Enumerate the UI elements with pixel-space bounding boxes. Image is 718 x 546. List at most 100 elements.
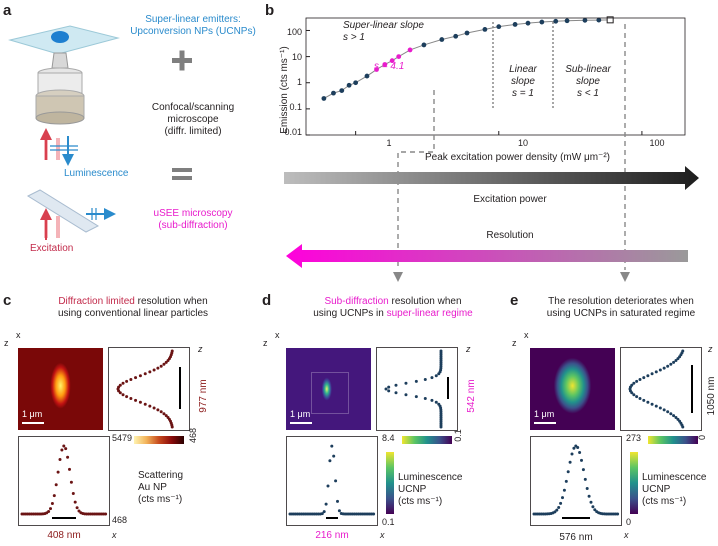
profile-point: [64, 447, 68, 451]
xtick-1: 1: [386, 138, 392, 148]
saturation-marker: [606, 16, 614, 24]
profile-point: [654, 370, 658, 374]
profile-point: [564, 479, 568, 483]
panel-c-legend-line2: Au NP: [138, 482, 167, 493]
panel-c-title: Diffraction limited resolution when usin…: [18, 296, 248, 320]
panel-e-axis-x: x: [524, 330, 529, 340]
profile-point: [580, 458, 583, 462]
profile-point: [148, 404, 152, 408]
ytick-0.01: 0.01: [284, 127, 302, 137]
data-point: [346, 82, 352, 88]
profile-point: [646, 400, 650, 404]
data-point: [439, 37, 445, 42]
profile-point: [117, 389, 121, 393]
panel-c-axis-x: x: [16, 330, 21, 340]
panel-d-axis-x: x: [275, 330, 280, 340]
profile-point: [66, 455, 70, 459]
data-point: [539, 19, 545, 25]
panel-d-x-width: 216 nm: [315, 530, 349, 541]
chart-ylabel-wrap: Emission (cts ms⁻¹): [270, 46, 290, 138]
profile-point: [669, 362, 673, 366]
panel-c-colorbar: [134, 436, 184, 444]
profile-point: [638, 397, 642, 400]
profile-point: [125, 379, 129, 383]
data-point: [353, 80, 359, 86]
profile-point: [414, 379, 418, 383]
panel-d-profile-z: z: [466, 344, 471, 354]
profile-point: [50, 502, 54, 506]
profile-point: [121, 393, 125, 397]
microscope-line1: Confocal/scanning: [151, 102, 235, 113]
profile-point: [650, 402, 654, 406]
panel-c-x-profile: [18, 436, 110, 526]
emission-chart: [284, 16, 699, 282]
panel-c-scalebar: [22, 422, 44, 424]
panel-d-cb-max: 8.4: [382, 433, 395, 443]
panel-e-scale-label: 1 μm: [534, 409, 555, 419]
panel-c-legend: Scattering Au NP (cts ms⁻¹): [138, 470, 183, 506]
profile-point: [156, 408, 160, 412]
panel-c-title-rest: resolution when: [134, 296, 208, 307]
data-point: [464, 30, 470, 36]
panel-c-legend-line1: Scattering: [138, 470, 184, 481]
panel-e-x-width: 576 nm: [559, 532, 593, 543]
profile-point: [650, 372, 654, 376]
profile-point: [430, 376, 434, 380]
profile-point: [585, 486, 589, 490]
data-point: [331, 90, 336, 96]
panel-e-z-width: 1050 nm: [706, 376, 717, 416]
profile-point: [384, 387, 388, 391]
profile-point: [387, 389, 391, 393]
data-point: [374, 67, 379, 72]
panel-d-cb-rot: 0.1: [452, 429, 463, 442]
profile-point: [630, 391, 634, 395]
panel-e-cb-max: 273: [626, 433, 642, 443]
superlinear-line1: Super-linear slope: [343, 20, 424, 31]
excitation-power-label: Excitation power: [473, 194, 547, 205]
profile-point: [404, 381, 408, 385]
objective-lens-icon: [35, 52, 85, 125]
sublinear-label: Sub-linear slope s < 1: [558, 64, 618, 100]
resolution-label: Resolution: [486, 230, 534, 241]
profile-point: [570, 452, 574, 456]
nanoparticle-icon: [51, 31, 69, 43]
profile-point: [58, 458, 62, 462]
panel-a-schematic: [8, 25, 192, 240]
data-point: [582, 17, 588, 23]
profile-point: [638, 378, 642, 381]
profile-point: [62, 444, 66, 448]
profile-point: [666, 410, 670, 414]
profile-point: [559, 501, 563, 505]
panel-d-axis-z: z: [263, 338, 268, 348]
slope-4-1-label: s = 4.1: [374, 61, 405, 72]
panel-e-scalebar: [534, 422, 556, 424]
profile-point: [437, 372, 441, 376]
ytick-100: 100: [286, 27, 302, 37]
profile-point: [439, 425, 443, 429]
data-point: [482, 26, 488, 32]
panel-c-scale-label: 1 μm: [22, 409, 43, 419]
data-point: [553, 18, 559, 24]
profile-point: [334, 479, 338, 483]
profile-point: [674, 359, 678, 362]
profile-point: [635, 379, 639, 383]
panel-e-z-width-wrap: 1050 nm: [704, 368, 718, 428]
profile-point: [394, 383, 398, 387]
profile-point: [143, 372, 147, 376]
panel-d-title-2a: using UCNPs in: [313, 308, 387, 319]
panel-c-profile-z: z: [198, 344, 203, 354]
profile-point: [372, 512, 376, 516]
profile-point: [616, 512, 620, 516]
profile-point: [591, 505, 595, 509]
profile-point: [635, 395, 639, 399]
profile-point: [68, 467, 71, 471]
data-point: [382, 62, 388, 67]
panel-d-x-profile: [286, 436, 378, 526]
profile-point: [662, 408, 666, 412]
profile-point: [414, 395, 418, 399]
panel-label-a: a: [3, 2, 12, 19]
data-point: [396, 54, 402, 60]
panel-c-axis-z: z: [4, 338, 9, 348]
profile-point: [49, 507, 52, 511]
profile-point: [583, 477, 587, 481]
